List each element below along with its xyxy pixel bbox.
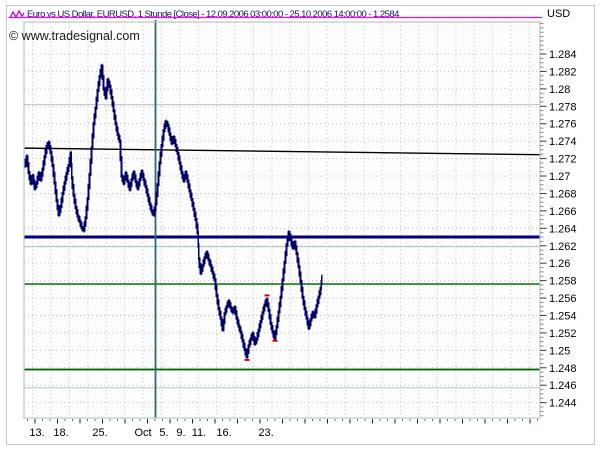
x-tick-label: 16. bbox=[216, 427, 231, 439]
y-tick-label: 1.28 bbox=[549, 84, 570, 96]
chart-title: Euro vs US Dollar, EURUSD, 1 Stunde [Clo… bbox=[27, 9, 399, 20]
x-tick-label: 5. bbox=[159, 427, 168, 439]
y-tick-label: 1.272 bbox=[549, 154, 577, 166]
y-axis: 1.284 1.282 1.28 1.278 1.276 1.274 1.272 1.27 1.… bbox=[540, 22, 577, 417]
x-tick-label: 9. bbox=[176, 427, 185, 439]
y-tick-label: 1.266 bbox=[549, 206, 577, 218]
tradesignal-watermark: © www.tradesignal.com bbox=[9, 29, 140, 43]
y-tick-label: 1.246 bbox=[549, 380, 577, 392]
x-tick-label: 25. bbox=[92, 427, 107, 439]
y-tick-label: 1.25 bbox=[549, 345, 570, 357]
currency-axis-label: USD bbox=[547, 8, 571, 20]
y-tick-label: 1.258 bbox=[549, 276, 577, 288]
y-tick-label: 1.278 bbox=[549, 101, 577, 113]
x-tick-label: 13. bbox=[29, 427, 44, 439]
y-tick-label: 1.262 bbox=[549, 241, 577, 253]
y-tick-label: 1.256 bbox=[549, 293, 577, 305]
y-tick-label: 1.282 bbox=[549, 66, 577, 78]
line-series-icon bbox=[9, 9, 25, 19]
y-tick-label: 1.252 bbox=[549, 328, 577, 340]
x-tick-label: Oct bbox=[134, 427, 151, 439]
swing-marker-low bbox=[244, 358, 250, 361]
x-tick-label: 18. bbox=[53, 427, 68, 439]
y-tick-label: 1.27 bbox=[549, 171, 570, 183]
price-series bbox=[24, 63, 323, 360]
y-tick-label: 1.264 bbox=[549, 223, 577, 235]
x-tick-label: 23. bbox=[258, 427, 273, 439]
widget-frame bbox=[6, 5, 595, 445]
y-tick-label: 1.284 bbox=[549, 49, 577, 61]
y-tick-label: 1.268 bbox=[549, 188, 577, 200]
y-tick-label: 1.274 bbox=[549, 136, 577, 148]
x-axis: 13. 18. 25. Oct 5. 9. 11. 16. 23. bbox=[27, 419, 538, 439]
y-tick-label: 1.254 bbox=[549, 310, 577, 322]
x-tick-label: 11. bbox=[192, 427, 206, 439]
y-tick-label: 1.26 bbox=[549, 258, 570, 270]
y-tick-label: 1.276 bbox=[549, 119, 577, 131]
y-tick-label: 1.244 bbox=[549, 398, 577, 410]
y-tick-label: 1.248 bbox=[549, 363, 577, 375]
